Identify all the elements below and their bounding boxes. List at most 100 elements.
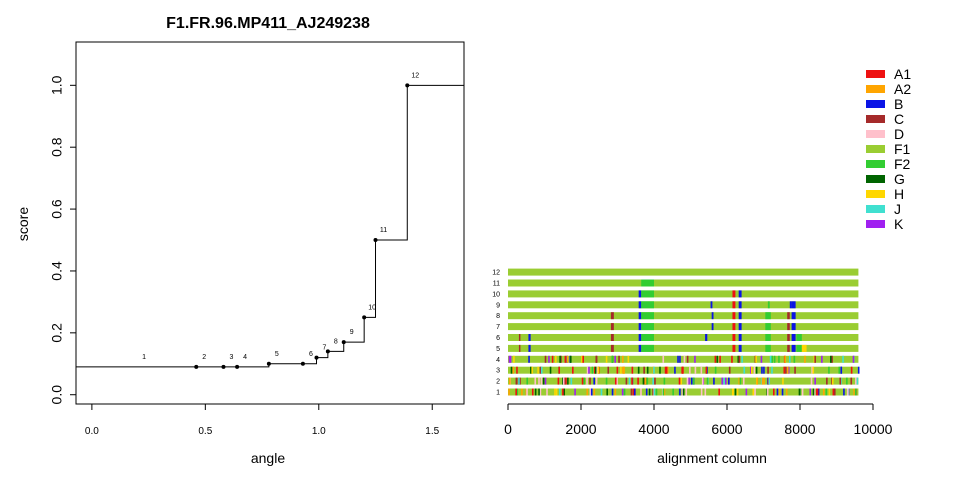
legend-label: C: [894, 111, 904, 127]
alignment-segment-d: [766, 388, 769, 396]
alignment-segment-c: [618, 355, 620, 363]
alignment-segment-a2: [622, 355, 624, 363]
alignment-segment-d: [540, 377, 543, 385]
right-x-tick-label: 0: [504, 421, 512, 437]
step-point: [373, 238, 378, 243]
alignment-segment-f2: [765, 344, 771, 352]
alignment-segment-f2: [825, 388, 828, 396]
alignment-segment-a1: [652, 388, 655, 396]
right-x-axis-label: alignment column: [657, 450, 767, 466]
alignment-segment-h: [597, 366, 600, 374]
alignment-row-label: 10: [492, 291, 500, 298]
alignment-segment-c: [560, 355, 562, 363]
alignment-segment-b: [528, 334, 531, 341]
alignment-segment-f2: [838, 366, 841, 374]
legend-swatch: [866, 175, 885, 183]
alignment-segment-d: [546, 388, 548, 396]
alignment-segment-b: [763, 366, 765, 374]
alignment-segment-c: [728, 366, 731, 374]
alignment-segment-f1: [508, 334, 859, 341]
alignment-segment-b: [711, 323, 714, 331]
alignment-row: 3: [496, 366, 860, 375]
alignment-segment-d: [595, 377, 598, 385]
alignment-segment-b: [817, 388, 820, 396]
alignment-segment-k: [509, 355, 512, 363]
alignment-segment-f2: [672, 388, 674, 396]
step-point-label: 12: [411, 72, 419, 79]
alignment-row-label: 12: [492, 270, 500, 277]
step-line: [76, 84, 464, 368]
alignment-segment-f2: [771, 355, 774, 363]
alignment-segment-g: [646, 366, 649, 374]
alignment-segment-b: [728, 377, 730, 385]
alignment-segment-k: [750, 366, 752, 374]
alignment-segment-b: [840, 366, 843, 374]
alignment-segment-h: [813, 355, 816, 363]
alignment-segment-c: [833, 388, 836, 396]
alignment-segment-b: [645, 388, 648, 396]
alignment-segment-k: [809, 388, 812, 396]
alignment-segment-d: [538, 377, 540, 385]
step-point-label: 1: [142, 354, 146, 361]
alignment-segment-k: [760, 355, 763, 363]
step-point-label: 8: [334, 338, 338, 345]
step-point: [362, 315, 367, 320]
alignment-segment-h: [513, 355, 515, 363]
alignment-segment-d: [662, 355, 665, 363]
alignment-segment-g: [559, 355, 561, 363]
alignment-segment-j: [768, 377, 771, 385]
legend-item: J: [866, 201, 901, 217]
legend-label: F1: [894, 141, 911, 157]
alignment-segment-g: [637, 366, 640, 374]
step-point: [221, 364, 226, 369]
alignment-segment-j: [771, 366, 773, 374]
alignment-segment-g: [648, 388, 651, 396]
alignment-segment-a1: [731, 355, 733, 363]
step-point: [235, 364, 240, 369]
alignment-segment-d: [855, 377, 857, 385]
alignment-segment-a2: [778, 388, 781, 396]
alignment-segment-f2: [692, 377, 695, 385]
legend-swatch: [866, 70, 885, 78]
alignment-segment-a1: [850, 366, 853, 374]
alignment-segment-a2: [593, 388, 596, 396]
alignment-segment-c: [544, 355, 547, 363]
alignment-segment-k: [544, 377, 547, 385]
alignment-segment-h: [831, 377, 834, 385]
alignment-segment-h: [554, 388, 556, 396]
alignment-segment-f2: [796, 334, 802, 341]
alignment-segment-b: [857, 366, 860, 374]
alignment-segment-a1: [664, 366, 667, 374]
legend-label: H: [894, 186, 904, 202]
alignment-segment-f2: [778, 355, 780, 363]
right-x-tick-label: 2000: [565, 421, 596, 437]
alignment-segment-c: [794, 366, 796, 374]
alignment-segment-b: [791, 334, 796, 341]
alignment-segment-g: [659, 366, 661, 374]
alignment-segment-d: [586, 366, 589, 374]
left-y-axis-label: score: [15, 207, 31, 241]
step-point: [266, 361, 271, 366]
alignment-segment-g: [549, 366, 552, 374]
alignment-segment-d: [526, 388, 528, 396]
legend-swatch: [866, 190, 885, 198]
alignment-row-label: 8: [496, 313, 500, 320]
alignment-segment-a1: [732, 301, 736, 309]
step-point-label: 2: [202, 354, 206, 361]
left-x-tick-label: 1.5: [425, 426, 439, 437]
alignment-segment-f2: [641, 301, 654, 309]
alignment-segment-c: [519, 377, 521, 385]
alignment-segment-a2: [644, 377, 647, 385]
alignment-segment-c: [654, 377, 656, 385]
alignment-segment-f2: [854, 388, 857, 396]
left-y-tick-label: 0.6: [49, 199, 65, 219]
legend-item: D: [866, 126, 904, 142]
alignment-segment-d: [596, 366, 598, 374]
alignment-segment-a1: [681, 366, 683, 374]
alignment-segment-f1: [508, 344, 859, 352]
alignment-segment-k: [688, 377, 690, 385]
alignment-segment-h: [736, 388, 739, 396]
alignment-segment-f2: [641, 312, 654, 320]
alignment-segment-b: [738, 301, 742, 309]
